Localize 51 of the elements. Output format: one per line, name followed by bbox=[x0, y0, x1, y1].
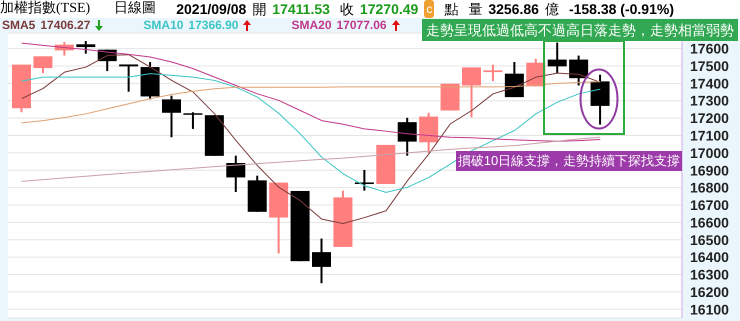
candlestick bbox=[76, 40, 96, 55]
y-tick-label: 16200 bbox=[690, 284, 730, 300]
text: 17406.27 bbox=[40, 18, 90, 33]
candlestick bbox=[312, 238, 331, 284]
annotation: 摜破10日線支撐，走勢持續下探找支撐 bbox=[456, 151, 682, 171]
y-tick-label: 16500 bbox=[690, 232, 730, 248]
text: 17366.90 bbox=[188, 18, 238, 33]
y-tick-label: 17000 bbox=[690, 144, 730, 161]
candlestick bbox=[33, 55, 52, 74]
text: SMA5 bbox=[2, 18, 36, 33]
y-tick-label: 16100 bbox=[690, 301, 730, 318]
annotation: 走勢呈現低過低高不過高日落走勢，走勢相當弱勢 bbox=[422, 19, 738, 41]
y-tick-label: 16700 bbox=[690, 197, 730, 214]
candlestick bbox=[119, 63, 138, 93]
text: 點 bbox=[444, 0, 458, 18]
candlestick bbox=[462, 66, 481, 118]
text: -158.38 (-0.91%) bbox=[568, 0, 674, 18]
text: 2021/09/08 bbox=[176, 0, 246, 18]
y-tick-label: 16800 bbox=[690, 180, 730, 196]
text: 17411.53 bbox=[272, 0, 330, 18]
text: 收 bbox=[340, 0, 354, 18]
text: 開 bbox=[252, 0, 266, 18]
text: SMA20 bbox=[291, 18, 332, 33]
y-tick-label: 17200 bbox=[690, 110, 730, 126]
chart-subtitle: 日線圖 bbox=[114, 0, 156, 18]
line-series bbox=[21, 42, 601, 142]
text: 量 bbox=[468, 0, 482, 18]
text: 17077.06 bbox=[336, 18, 387, 33]
candlestick bbox=[226, 154, 246, 194]
candlestick bbox=[504, 61, 524, 98]
candlestick bbox=[548, 42, 567, 74]
candlestick bbox=[183, 111, 202, 130]
candlestick bbox=[569, 54, 588, 86]
y-tick-label: 16600 bbox=[690, 214, 730, 230]
text: 17270.49 bbox=[360, 0, 418, 18]
candlestick bbox=[162, 94, 181, 138]
candlestick bbox=[398, 116, 417, 157]
text: c bbox=[424, 0, 434, 18]
line-series bbox=[21, 136, 601, 182]
y-tick-label: 17400 bbox=[690, 75, 730, 92]
y-tick-label: 17500 bbox=[690, 58, 730, 74]
chart-title: 加權指數(TSE) bbox=[0, 0, 90, 18]
y-tick-label: 16300 bbox=[690, 266, 730, 283]
y-tick-label: 17300 bbox=[690, 92, 730, 109]
y-tick-label: 17100 bbox=[690, 128, 730, 144]
y-tick-label: 16400 bbox=[690, 249, 730, 266]
text: 億 bbox=[544, 0, 559, 18]
y-tick-label: 16900 bbox=[690, 162, 730, 178]
text: 3256.86 bbox=[488, 0, 539, 18]
y-tick-label: 17600 bbox=[690, 40, 730, 57]
text: SMA10 bbox=[143, 18, 184, 33]
